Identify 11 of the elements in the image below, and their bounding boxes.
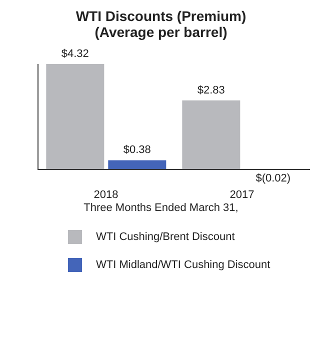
- legend-label: WTI Cushing/Brent Discount: [96, 231, 235, 243]
- data-label: $(0.02): [256, 172, 291, 185]
- data-label: $0.38: [123, 144, 151, 156]
- x-tick-label: 2018: [94, 188, 118, 201]
- data-label: $4.32: [61, 48, 89, 60]
- chart-title: WTI Discounts (Premium): [74, 8, 248, 24]
- x-axis-title: Three Months Ended March 31,: [82, 202, 240, 214]
- chart-subtitle: (Average per barrel): [94, 24, 228, 40]
- legend-label: WTI Midland/WTI Cushing Discount: [96, 259, 270, 271]
- data-label: $2.83: [197, 84, 225, 96]
- x-tick-label: 2017: [230, 188, 254, 201]
